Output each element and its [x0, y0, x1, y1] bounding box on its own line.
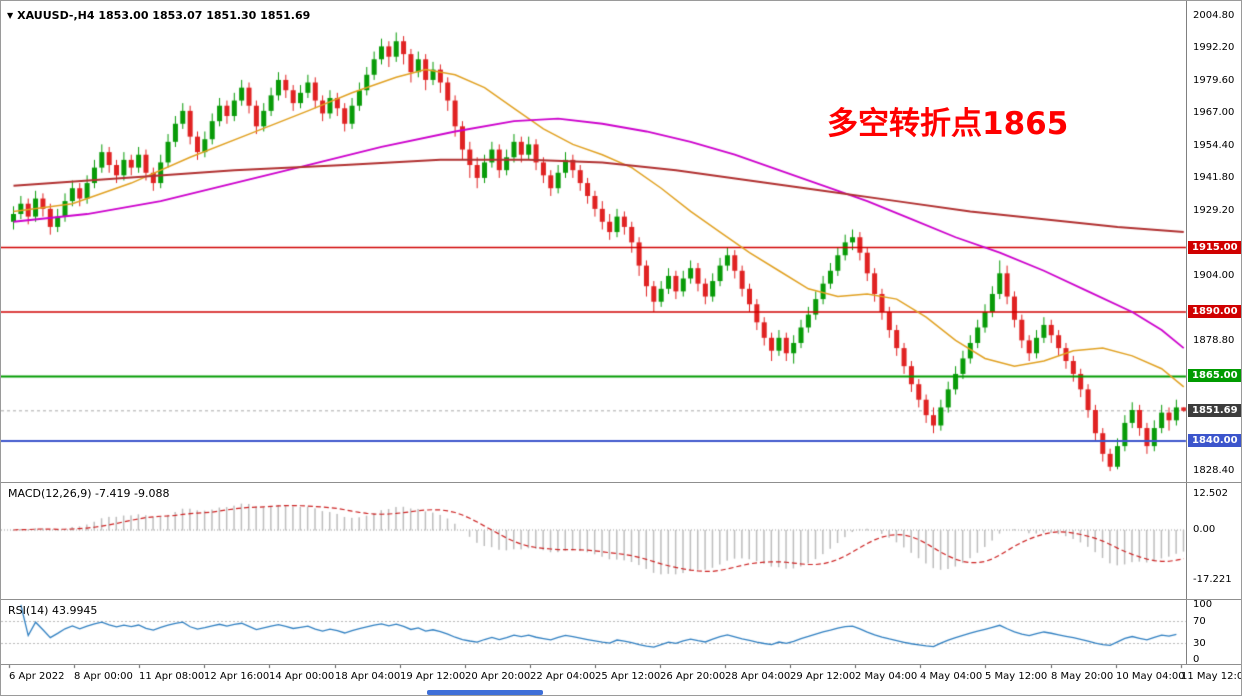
time-axis-label: 18 Apr 04:00	[335, 671, 401, 682]
time-axis-label: 22 Apr 04:00	[530, 671, 596, 682]
symbol-header: ▼ XAUUSD-,H4 1853.00 1853.07 1851.30 1851…	[7, 9, 310, 22]
price-badge: 1915.00	[1188, 241, 1241, 254]
time-axis-label: 4 May 04:00	[920, 671, 983, 682]
panel-divider[interactable]	[1, 664, 1241, 665]
time-axis-label: 11 Apr 08:00	[139, 671, 205, 682]
time-axis-label: 12 Apr 16:00	[204, 671, 270, 682]
time-axis-label: 25 Apr 12:00	[595, 671, 661, 682]
scrollbar-thumb[interactable]	[427, 690, 543, 695]
price-axis-label: 1828.40	[1193, 465, 1235, 476]
rsi-axis-label: 70	[1193, 616, 1206, 627]
time-axis-label: 5 May 12:00	[985, 671, 1048, 682]
time-axis-label: 11 May 12:00	[1181, 671, 1241, 682]
price-badge: 1851.69	[1188, 404, 1241, 417]
chart-menu-triangle-icon[interactable]: ▼	[7, 11, 14, 20]
time-axis-label: 20 Apr 20:00	[465, 671, 531, 682]
time-axis-label: 14 Apr 00:00	[269, 671, 335, 682]
time-axis-label: 26 Apr 20:00	[660, 671, 726, 682]
price-axis-label: 1967.00	[1193, 107, 1235, 118]
time-axis-label: 6 Apr 2022	[9, 671, 65, 682]
price-badge: 1840.00	[1188, 434, 1241, 447]
price-badge: 1890.00	[1188, 305, 1241, 318]
time-axis-label: 29 Apr 12:00	[790, 671, 856, 682]
rsi-axis-label: 30	[1193, 638, 1206, 649]
rsi-indicator-label: RSI(14) 43.9945	[8, 604, 98, 617]
price-axis-label: 1904.00	[1193, 270, 1235, 281]
time-axis-label: 8 Apr 00:00	[74, 671, 133, 682]
time-axis-label: 28 Apr 04:00	[725, 671, 791, 682]
price-axis-label: 1941.80	[1193, 172, 1235, 183]
price-badge: 1865.00	[1188, 369, 1241, 382]
price-axis-label: 1878.80	[1193, 335, 1235, 346]
time-axis-label: 19 Apr 12:00	[400, 671, 466, 682]
time-axis: 6 Apr 2022 8 Apr 00:00 11 Apr 08:00 12 Apr …	[1, 665, 1241, 695]
price-axis-label: 1929.20	[1193, 205, 1235, 216]
annotation-text[interactable]: 多空转折点1865	[827, 106, 1069, 142]
symbol-ohlc-label: XAUUSD-,H4 1853.00 1853.07 1851.30 1851.…	[17, 9, 311, 22]
price-axis-label: 2004.80	[1193, 10, 1235, 21]
rsi-axis-label: 0	[1193, 654, 1200, 665]
time-axis-label: 8 May 20:00	[1051, 671, 1114, 682]
macd-axis-label: 12.502	[1193, 488, 1228, 499]
macd-axis-label: -17.221	[1193, 574, 1232, 585]
time-axis-label: 10 May 04:00	[1116, 671, 1185, 682]
rsi-axis-label: 100	[1193, 599, 1213, 610]
price-axis-label: 1979.60	[1193, 75, 1235, 86]
panel-divider[interactable]	[1, 482, 1241, 483]
macd-indicator-label: MACD(12,26,9) -7.419 -9.088	[8, 487, 170, 500]
time-axis-label: 2 May 04:00	[855, 671, 918, 682]
price-axis-label: 1992.20	[1193, 42, 1235, 53]
panel-divider[interactable]	[1, 599, 1241, 600]
price-axis-label: 1954.40	[1193, 140, 1235, 151]
macd-axis-label: 0.00	[1193, 524, 1216, 535]
price-axis: 2004.80 1992.20 1979.60 1967.00 1954.40 1941.…	[1186, 1, 1241, 665]
